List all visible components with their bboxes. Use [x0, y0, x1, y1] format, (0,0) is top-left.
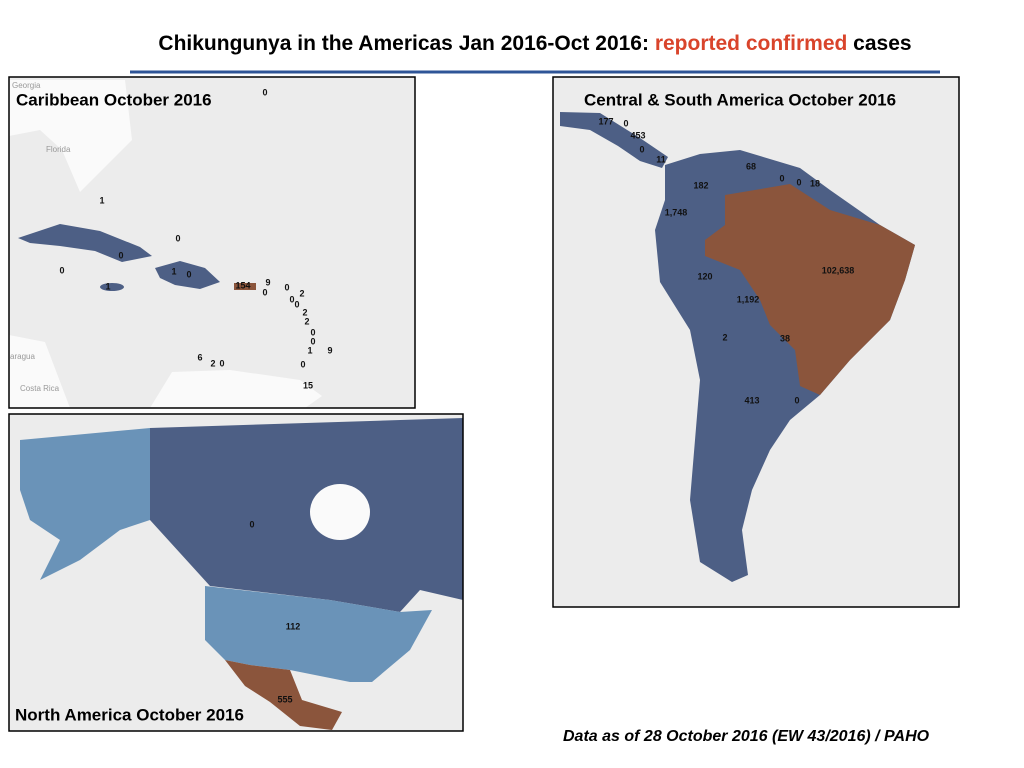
case-count-label: 9: [327, 345, 332, 355]
alaska: [20, 428, 150, 580]
caribbean-map: [9, 77, 415, 408]
north-america-map: [9, 414, 463, 731]
land: [9, 80, 132, 192]
title-text: Chikungunya in the Americas Jan 2016-Oct…: [158, 32, 655, 55]
case-count-label: 2: [299, 288, 304, 298]
hispaniola: [155, 261, 220, 289]
case-count-label: 18: [810, 178, 820, 188]
panel-title: Central & South America October 2016: [584, 90, 896, 109]
case-count-label: 0: [300, 359, 305, 369]
case-count-label: 0: [779, 173, 784, 183]
case-count-label: 0: [59, 265, 64, 275]
cuba: [18, 224, 152, 262]
case-count-label: 9: [265, 277, 270, 287]
panel-frame: [8, 413, 464, 732]
case-count-label: 0: [186, 269, 191, 279]
case-count-label: 120: [697, 271, 712, 281]
place-name: Georgia: [12, 81, 41, 90]
hudson-bay: [310, 484, 370, 540]
united-states: [205, 586, 432, 682]
case-count-label: 0: [219, 358, 224, 368]
case-count-label: 112: [286, 621, 301, 631]
case-count-label: 0: [249, 519, 254, 529]
case-count-label: 0: [796, 177, 801, 187]
south-america-map: [553, 77, 959, 607]
slide-title: Chikungunya in the Americas Jan 2016-Oct…: [0, 32, 1024, 56]
brazil: [705, 184, 915, 395]
case-count-label: 1: [307, 345, 312, 355]
case-count-label: 0: [262, 287, 267, 297]
case-count-label: 2: [304, 316, 309, 326]
land: [150, 370, 322, 408]
case-count-label: 68: [746, 161, 756, 171]
case-count-label: 15: [303, 380, 313, 390]
case-count-label: 0: [294, 299, 299, 309]
case-count-label: 1,748: [665, 207, 688, 217]
case-count-label: 0: [284, 282, 289, 292]
place-name: Costa Rica: [20, 384, 60, 393]
case-count-label: 2: [722, 332, 727, 342]
case-count-label: 0: [175, 233, 180, 243]
jamaica: [100, 283, 124, 291]
title-highlight: reported confirmed: [654, 32, 848, 55]
case-count-label: 0: [262, 87, 267, 97]
case-count-label: 0: [794, 395, 799, 405]
case-count-label: 102,638: [822, 265, 855, 275]
panel-title: North America October 2016: [15, 705, 244, 724]
case-count-label: 1,192: [737, 294, 760, 304]
case-count-label: 0: [289, 294, 294, 304]
footer-note: Data as of 28 October 2016 (EW 43/2016) …: [563, 728, 930, 745]
case-count-label: 0: [310, 327, 315, 337]
case-count-label: 453: [630, 130, 645, 140]
puerto-rico: [234, 283, 256, 290]
case-count-label: 11: [656, 154, 666, 164]
case-count-label: 0: [639, 144, 644, 154]
case-count-label: 182: [693, 180, 708, 190]
case-count-label: 2: [210, 358, 215, 368]
case-count-label: 177: [598, 116, 613, 126]
central-america: [560, 112, 668, 168]
panel-title: Caribbean October 2016: [16, 90, 212, 109]
canada: [150, 418, 463, 612]
case-count-label: 0: [310, 336, 315, 346]
case-count-label: 154: [235, 280, 250, 290]
case-count-label: 555: [277, 694, 292, 704]
mexico: [225, 660, 342, 730]
case-count-label: 2: [302, 307, 307, 317]
panel-frame: [8, 76, 416, 409]
case-count-label: 0: [118, 250, 123, 260]
case-count-label: 1: [99, 195, 104, 205]
case-count-label: 1: [105, 281, 110, 291]
land: [9, 335, 70, 408]
place-name: Florida: [46, 145, 71, 154]
place-name: aragua: [10, 352, 35, 361]
case-count-label: 0: [623, 118, 628, 128]
case-count-label: 413: [744, 395, 759, 405]
title-text: cases: [847, 32, 912, 55]
case-count-label: 6: [197, 352, 202, 362]
panel-frame: [552, 76, 960, 608]
case-count-label: 38: [780, 333, 790, 343]
case-count-label: 1: [171, 266, 176, 276]
